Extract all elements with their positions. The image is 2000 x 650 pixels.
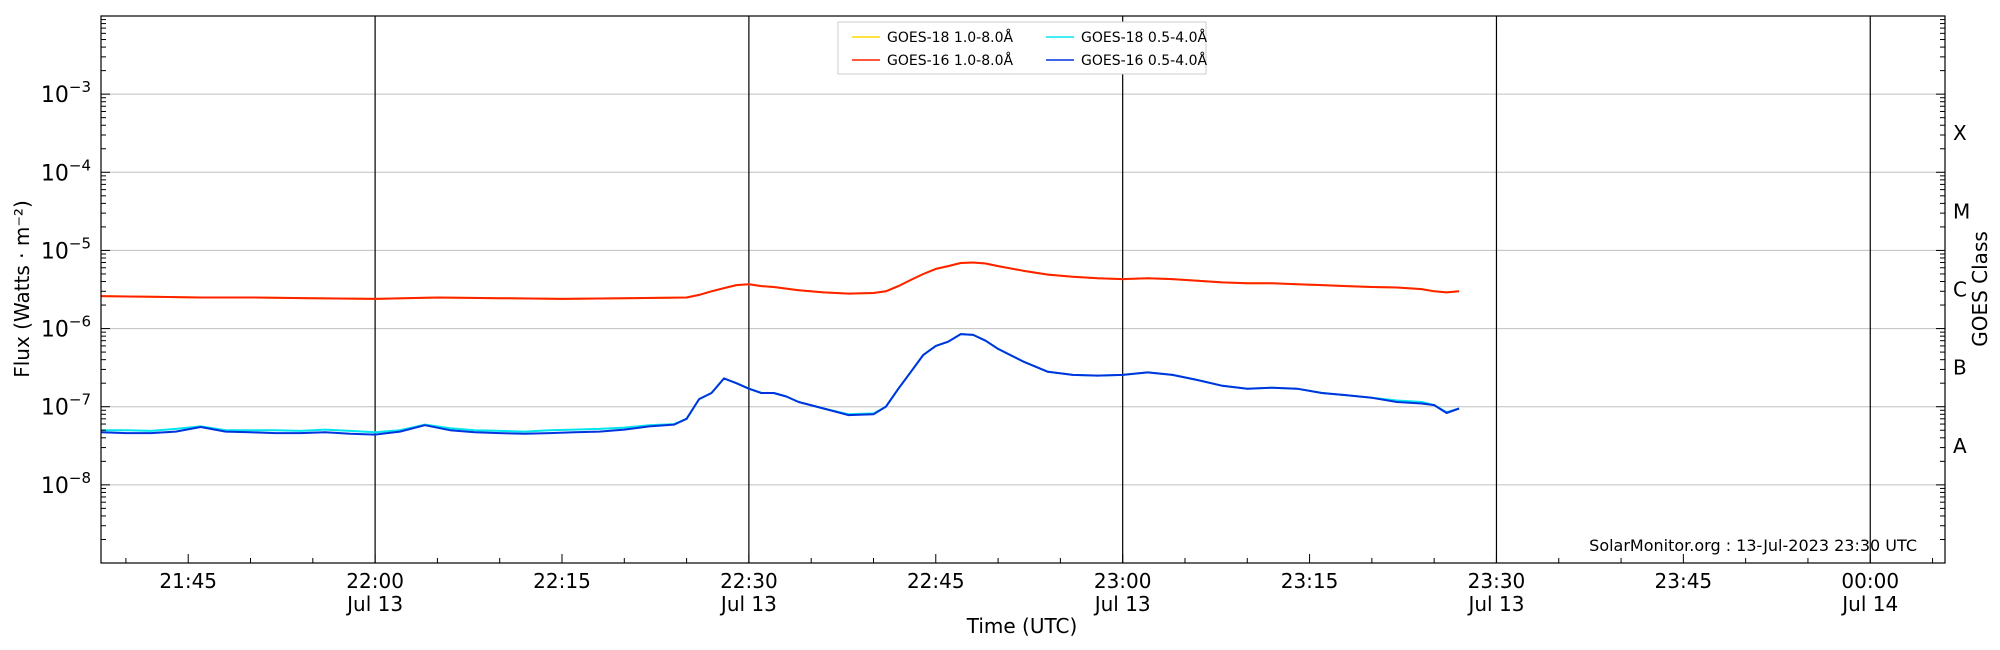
right-axis-label: GOES Class bbox=[1968, 231, 1992, 347]
y-tick-label: 10−4 bbox=[41, 156, 91, 186]
legend-box bbox=[837, 21, 1207, 75]
y-tick-label: 10−6 bbox=[41, 313, 91, 343]
series-line-goes-16-1-0-8-0 bbox=[100, 261, 1460, 300]
x-tick-date-label: Jul 13 bbox=[345, 592, 403, 616]
x-tick-label: 23:30 bbox=[1468, 569, 1526, 593]
x-tick-label: 23:15 bbox=[1281, 569, 1339, 593]
goes-class-x: X bbox=[1953, 121, 1967, 145]
x-tick-label: 21:45 bbox=[159, 569, 217, 593]
goes-class-c: C bbox=[1953, 278, 1967, 302]
x-tick-label: 22:15 bbox=[533, 569, 591, 593]
series-line-goes-16-0-5-4-0 bbox=[100, 333, 1460, 436]
goes-class-a: A bbox=[1953, 434, 1967, 458]
y-tick-label: 10−3 bbox=[41, 78, 91, 108]
legend-label: GOES-18 1.0-8.0Å bbox=[887, 29, 1013, 46]
legend-label: GOES-16 1.0-8.0Å bbox=[887, 52, 1013, 69]
source-annotation: SolarMonitor.org : 13-Jul-2023 23:30 UTC bbox=[1589, 536, 1917, 555]
x-tick-label: 22:30 bbox=[720, 569, 778, 593]
y-axis-label: Flux (Watts · m⁻²) bbox=[10, 200, 34, 378]
x-tick-label: 00:00 bbox=[1841, 569, 1899, 593]
goes-class-labels: A B C M X bbox=[1953, 121, 1970, 458]
grid-lines bbox=[101, 93, 1945, 486]
x-tick-date-label: Jul 13 bbox=[1466, 592, 1524, 616]
y-tick-label: 10−7 bbox=[41, 391, 91, 421]
vertical-time-markers bbox=[374, 16, 1871, 563]
y-axis-ticks: 10−8 10−7 10−6 10−5 10−4 10−3 bbox=[41, 19, 1945, 564]
data-series bbox=[100, 261, 1460, 436]
legend: GOES-18 1.0-8.0Å GOES-18 0.5-4.0Å GOES-16 … bbox=[837, 21, 1207, 75]
x-tick-label: 22:00 bbox=[346, 569, 404, 593]
legend-label: GOES-18 0.5-4.0Å bbox=[1081, 29, 1207, 46]
plot-area-frame bbox=[100, 15, 1946, 564]
x-tick-date-label: Jul 14 bbox=[1840, 592, 1898, 616]
goes-class-b: B bbox=[1953, 356, 1967, 380]
x-tick-label: 23:45 bbox=[1655, 569, 1713, 593]
x-axis-label: Time (UTC) bbox=[966, 614, 1078, 638]
y-tick-label: 10−5 bbox=[41, 234, 91, 264]
x-tick-label: 22:45 bbox=[907, 569, 965, 593]
legend-label: GOES-16 0.5-4.0Å bbox=[1081, 52, 1207, 69]
y-tick-label: 10−8 bbox=[41, 469, 91, 499]
x-tick-date-label: Jul 13 bbox=[1093, 592, 1151, 616]
goes-class-m: M bbox=[1953, 199, 1970, 223]
x-tick-label: 23:00 bbox=[1094, 569, 1152, 593]
x-tick-date-label: Jul 13 bbox=[719, 592, 777, 616]
